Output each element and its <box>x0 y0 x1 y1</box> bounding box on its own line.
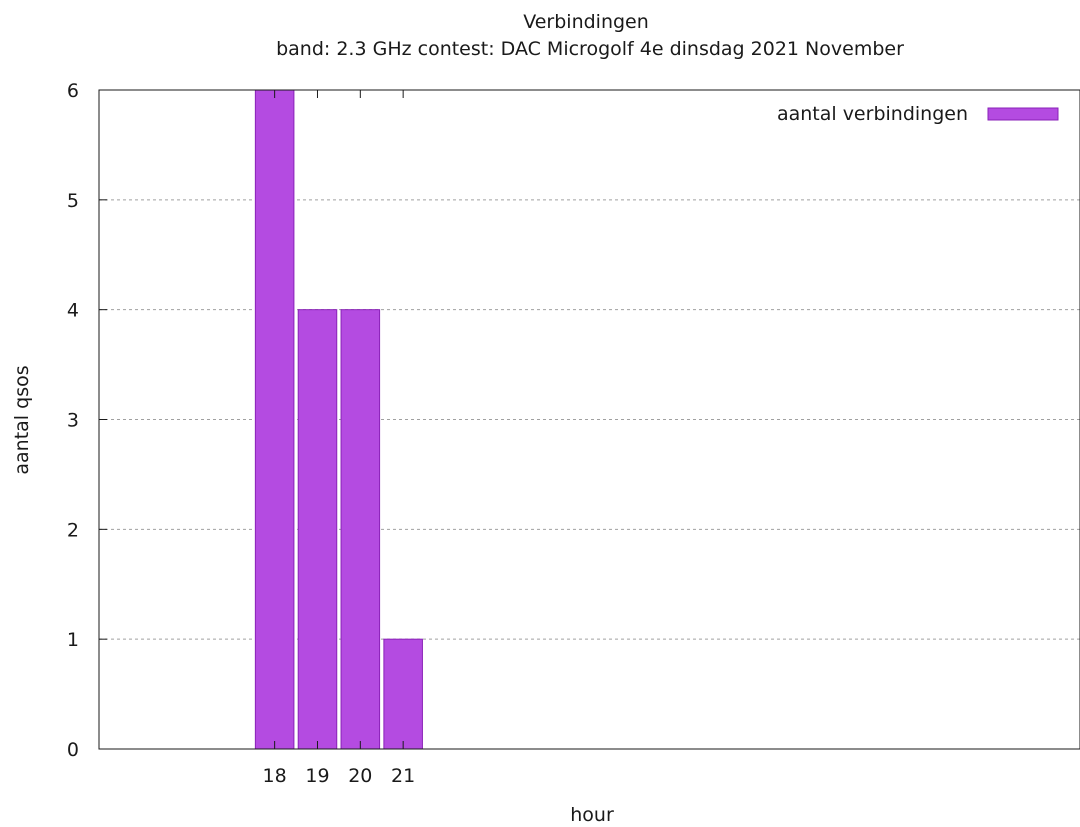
bar <box>254 89 295 750</box>
legend: aantal verbindingen <box>777 103 1059 125</box>
axis-ticks: 0 1 2 3 4 5 6 18 19 20 21 <box>67 80 415 787</box>
y-tick-label: 3 <box>67 410 79 432</box>
x-tick-label: 18 <box>263 765 287 787</box>
bar <box>297 309 338 750</box>
plot-frame <box>98 89 1080 750</box>
legend-swatch <box>987 107 1059 121</box>
chart-title: Verbindingen <box>523 11 649 33</box>
y-tick-label: 6 <box>67 80 79 102</box>
x-axis-label: hour <box>570 804 614 826</box>
bar <box>340 309 381 750</box>
y-axis-label: aantal qsos <box>11 365 33 474</box>
y-tick-label: 4 <box>67 300 79 322</box>
y-tick-label: 5 <box>67 190 79 212</box>
y-tick-label: 0 <box>67 739 79 761</box>
x-tick-label: 21 <box>391 765 415 787</box>
chart-subtitle: band: 2.3 GHz contest: DAC Microgolf 4e … <box>276 38 904 60</box>
x-tick-label: 20 <box>348 765 372 787</box>
x-tick-label: 19 <box>305 765 329 787</box>
bar <box>383 638 423 750</box>
y-tick-label: 1 <box>67 629 79 651</box>
bars <box>254 89 423 750</box>
grid-lines <box>99 199 1080 640</box>
y-tick-label: 2 <box>67 519 79 541</box>
legend-label: aantal verbindingen <box>777 103 968 125</box>
